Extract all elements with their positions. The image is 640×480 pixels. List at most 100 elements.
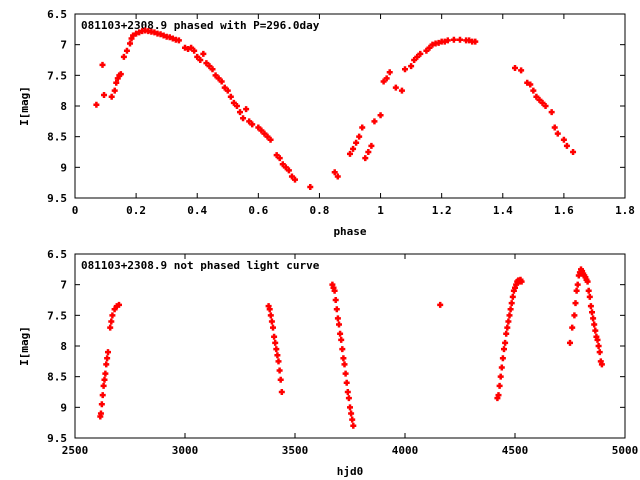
phased-data-point [227, 93, 234, 100]
unphased-data-point [595, 343, 602, 349]
unphased-data-point [585, 287, 592, 294]
phased-x-tick-label: 1.2 [432, 204, 452, 217]
unphased-data-point [587, 303, 594, 310]
phased-data-point [402, 66, 408, 73]
unphased-y-tick-label: 9.5 [47, 432, 67, 445]
unphased-x-axis-label: hjd0 [337, 465, 364, 478]
phased-data-point [377, 112, 384, 119]
unphased-data-point [332, 297, 339, 303]
phased-data-point [533, 93, 540, 100]
unphased-data-point [518, 278, 525, 285]
phased-data-point [411, 57, 418, 63]
phased-data-point [423, 47, 430, 54]
unphased-data-point [591, 321, 598, 328]
unphased-data-point [589, 309, 595, 316]
phased-data-point [331, 169, 338, 176]
unphased-data-point [499, 355, 506, 362]
unphased-data-point [503, 330, 510, 337]
unphased-y-tick-label: 6.5 [47, 248, 67, 261]
unphased-data-point [496, 382, 503, 389]
unphased-data-point [504, 324, 511, 331]
phased-data-point [472, 38, 479, 45]
phased-x-tick-label: 0 [72, 204, 79, 217]
phased-data-point [108, 93, 115, 100]
phased-data-point [334, 173, 341, 180]
phased-data-point [243, 106, 250, 113]
phased-data-point [350, 145, 357, 152]
phased-data-point [380, 78, 387, 85]
unphased-data-point [598, 361, 605, 368]
unphased-data-point [101, 376, 108, 383]
unphased-data-point [594, 336, 601, 343]
phased-data-point [101, 91, 108, 98]
phased-data-point [111, 87, 118, 94]
unphased-y-tick-label: 9 [60, 401, 67, 414]
phased-y-tick-label: 9.5 [47, 192, 67, 205]
unphased-data-point [109, 312, 116, 319]
phased-data-point [224, 87, 231, 94]
unphased-data-point [105, 349, 111, 356]
phased-data-point [188, 44, 195, 51]
phased-data-point [175, 37, 182, 44]
phased-data-point [276, 155, 283, 162]
phased-data-point [221, 84, 228, 91]
phased-data-point [288, 173, 295, 180]
unphased-data-point [590, 315, 597, 322]
phased-data-point [408, 63, 415, 70]
phased-data-point [197, 57, 204, 63]
unphased-data-point [108, 318, 115, 325]
phased-data-point [191, 47, 198, 54]
phased-data-point [206, 63, 213, 70]
unphased-data-point [102, 370, 109, 377]
phased-x-tick-label: 1.8 [615, 204, 635, 217]
phased-data-point [512, 64, 518, 71]
phased-data-point [362, 155, 369, 162]
phased-data-point [527, 81, 534, 88]
unphased-data-point [268, 318, 275, 325]
unphased-data-point [567, 339, 573, 346]
phased-data-point [212, 72, 219, 79]
unphased-data-point [347, 404, 353, 411]
unphased-data-point [437, 301, 444, 308]
phased-data-point [264, 133, 271, 140]
phased-data-point [560, 136, 567, 143]
phased-data-point [117, 71, 124, 78]
phased-data-point [113, 79, 120, 86]
unphased-data-point [273, 346, 280, 353]
unphased-data-point [271, 333, 278, 340]
phased-data-point [282, 164, 289, 171]
phased-x-tick-label: 0.4 [187, 204, 207, 217]
unphased-data-point [495, 392, 502, 399]
unphased-x-tick-label: 2500 [62, 444, 89, 457]
unphased-x-tick-label: 3500 [282, 444, 309, 457]
unphased-data-point [506, 312, 513, 319]
unphased-data-point [97, 410, 104, 417]
unphased-x-tick-label: 3000 [172, 444, 199, 457]
phased-data-point [426, 44, 433, 51]
phased-data-point [99, 61, 106, 68]
unphased-data-point [592, 327, 599, 334]
phased-data-point [255, 124, 262, 131]
unphased-data-point [584, 278, 591, 285]
unphased-data-point [272, 339, 279, 346]
unphased-y-tick-label: 7.5 [47, 309, 67, 322]
phased-data-point [563, 142, 570, 149]
phased-data-point [414, 53, 421, 60]
phased-data-point [279, 161, 286, 168]
unphased-data-point [278, 389, 285, 395]
phased-data-point [292, 176, 298, 183]
phased-data-point [398, 87, 405, 94]
unphased-data-point [574, 281, 581, 288]
phased-data-point [120, 53, 127, 60]
phased-data-point [230, 99, 237, 106]
phased-x-tick-label: 0.8 [310, 204, 330, 217]
phased-data-point [200, 50, 207, 57]
phased-data-point [365, 149, 372, 155]
phased-data-point [392, 84, 399, 91]
unphased-data-point [572, 300, 579, 307]
phased-data-point [347, 150, 353, 157]
phased-y-tick-label: 7 [60, 39, 67, 52]
phased-x-tick-label: 1.6 [554, 204, 574, 217]
